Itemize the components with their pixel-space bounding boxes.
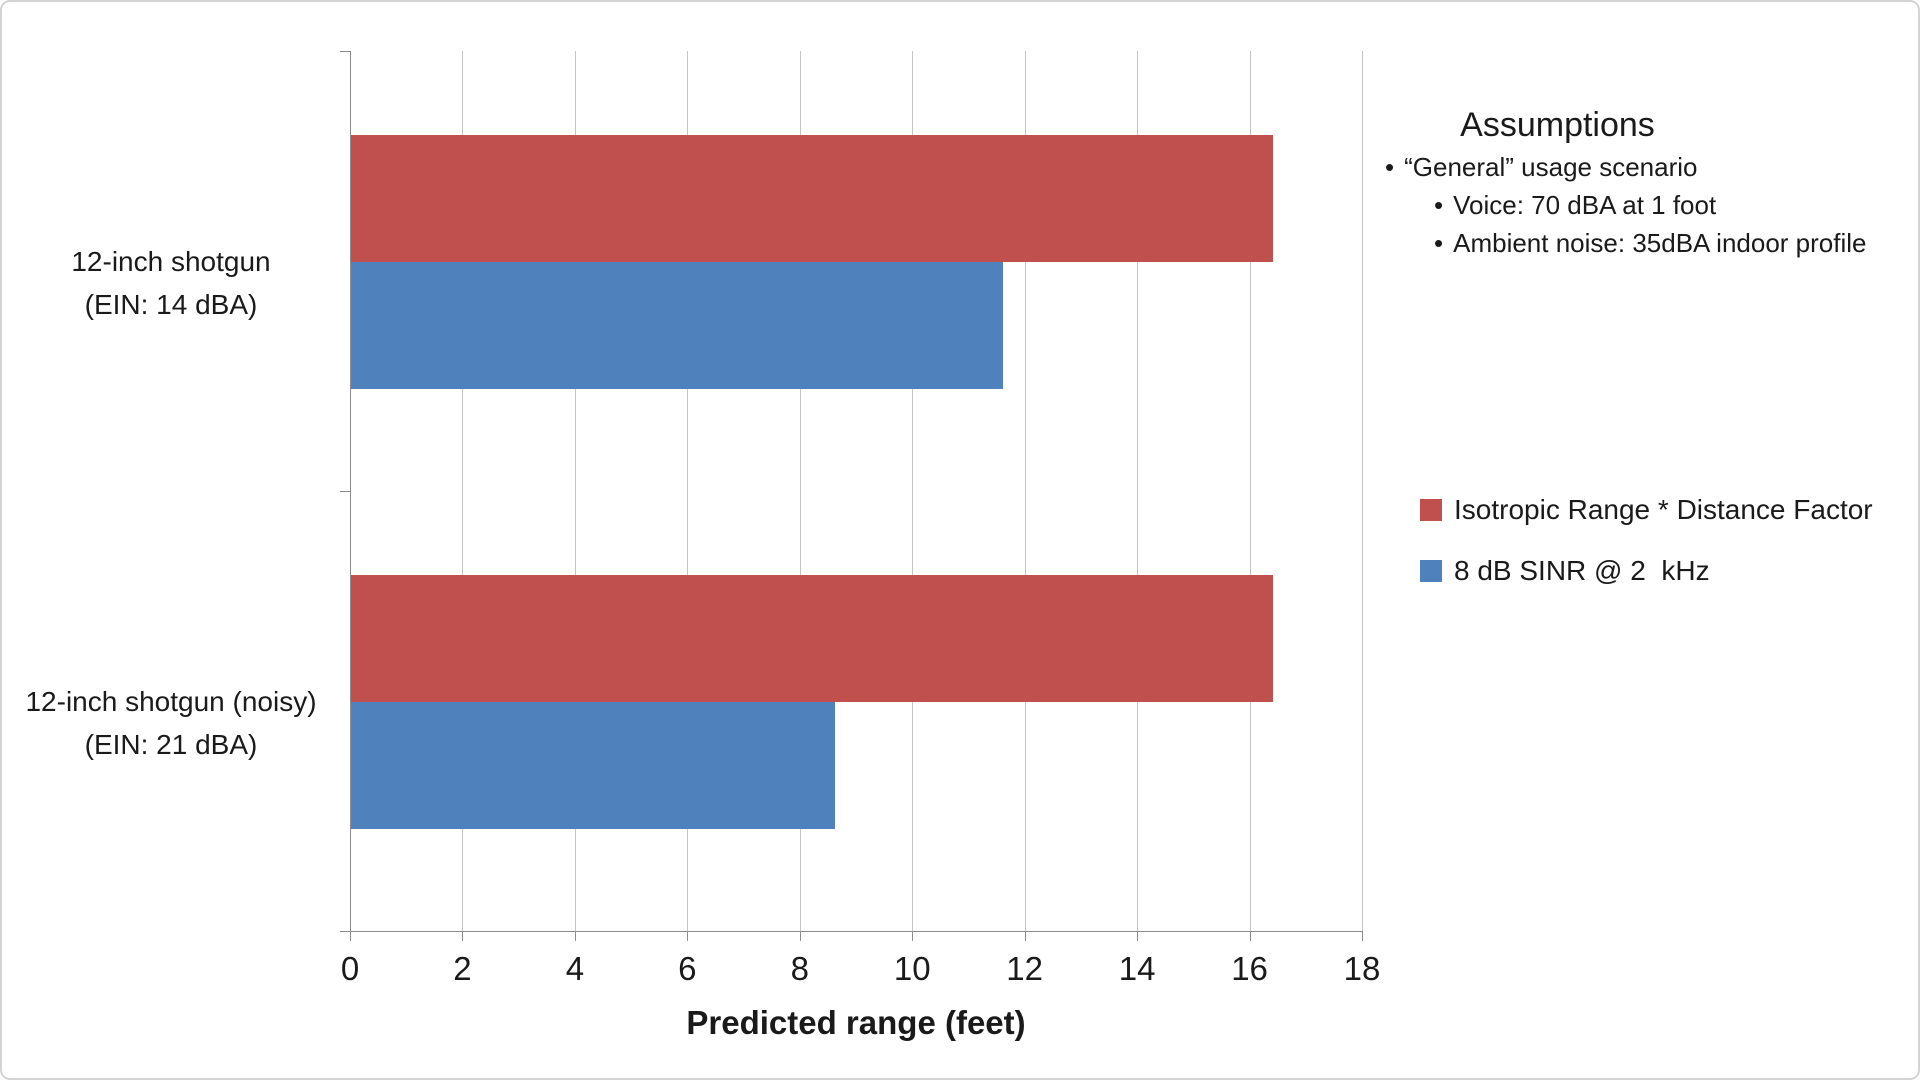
gridline-x-14 [1137,51,1139,931]
bar-cat1-series1 [351,702,835,829]
legend: Isotropic Range * Distance Factor 8 dB SI… [1420,492,1873,614]
x-tick-mark-6 [687,932,689,941]
gridline-x-18 [1362,51,1363,931]
x-tick-mark-8 [799,932,801,941]
gridline-x-6 [687,51,689,931]
legend-item-0: Isotropic Range * Distance Factor [1420,492,1873,530]
assumption-text-0: “General” usage scenario [1404,152,1698,182]
category-label-1-line2: (EIN: 21 dBA) [84,729,258,760]
gridline-x-2 [462,51,464,931]
category-label-1-line1: 12-inch shotgun (noisy) [25,686,317,717]
x-tick-label-0: 0 [340,950,360,987]
x-tick-label-14: 14 [1118,950,1156,987]
x-tick-label-16: 16 [1231,950,1268,987]
assumptions-box: Assumptions • “General” usage scenario • Vo… [1385,102,1918,262]
legend-label-0: Isotropic Range * Distance Factor [1454,494,1873,525]
y-tick-mark-0 [340,51,350,52]
category-label-0-line2: (EIN: 14 dBA) [84,289,258,320]
legend-swatch-icon [1420,499,1442,521]
assumptions-list: • “General” usage scenario • Voice: 70 dBA … [1385,148,1918,262]
x-tick-label-6: 6 [678,950,697,987]
x-axis-title: Predicted range (feet) [686,1004,1026,1041]
bar-cat1-series0 [351,575,1274,702]
gridline-x-16 [1249,51,1251,931]
x-tick-mark-16 [1249,932,1251,941]
x-tick-label-8: 8 [790,950,809,987]
y-axis-line [350,51,351,931]
gridline-x-10 [912,51,914,931]
bar-cat0-series1 [351,262,1004,389]
x-tick-mark-10 [912,932,914,941]
x-tick-label-12: 12 [1006,950,1044,987]
legend-label-1: 8 dB SINR @ 2 kHz [1454,555,1710,586]
bullet-icon: • [1434,228,1444,258]
x-tick-mark-4 [574,932,576,941]
x-tick-label-10: 10 [893,950,931,987]
x-tick-label-2: 2 [453,950,472,987]
assumption-text-1: Voice: 70 dBA at 1 foot [1453,190,1717,220]
assumption-bullet-2: • Ambient noise: 35dBA indoor profile [1434,224,1918,262]
category-label-0: 12-inch shotgun (EIN: 14 dBA) [2,240,340,326]
category-label-1: 12-inch shotgun (noisy) (EIN: 21 dBA) [2,680,340,766]
x-tick-mark-18 [1362,932,1363,941]
plot-area [350,51,1363,931]
x-tick-mark-0 [350,932,351,941]
legend-swatch-icon [1420,560,1442,582]
y-tick-mark-1 [340,491,350,492]
x-axis-line [350,931,1363,932]
assumption-bullet-0: • “General” usage scenario [1385,148,1918,186]
bar-cat0-series0 [351,135,1274,262]
assumptions-title: Assumptions [1460,106,1655,144]
bullet-icon: • [1434,190,1444,220]
x-tick-mark-12 [1024,932,1026,941]
gridline-x-4 [574,51,576,931]
y-tick-mark-2 [340,931,350,932]
bullet-icon: • [1385,152,1395,182]
assumption-text-2: Ambient noise: 35dBA indoor profile [1453,228,1867,258]
x-tick-label-4: 4 [565,950,585,987]
gridline-x-8 [799,51,801,931]
assumption-bullet-1: • Voice: 70 dBA at 1 foot [1434,186,1918,224]
category-label-0-line1: 12-inch shotgun [71,246,271,277]
x-tick-label-18: 18 [1343,950,1381,987]
legend-item-1: 8 dB SINR @ 2 kHz [1420,553,1873,591]
x-tick-mark-2 [462,932,464,941]
x-tick-mark-14 [1137,932,1139,941]
gridline-x-12 [1024,51,1026,931]
